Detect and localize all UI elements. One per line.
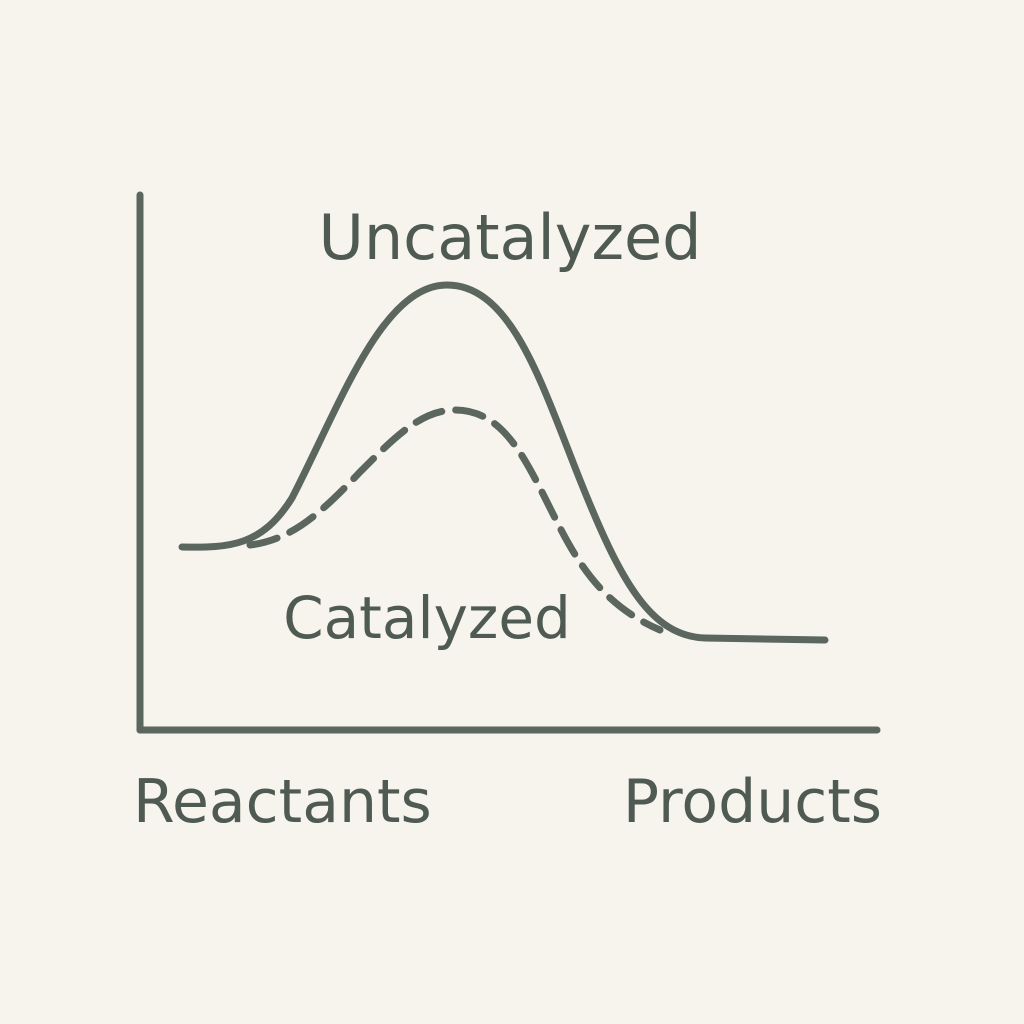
uncatalyzed-label: Uncatalyzed — [318, 201, 701, 274]
products-label: Products — [623, 767, 882, 837]
catalyzed-label: Catalyzed — [283, 584, 571, 652]
uncatalyzed-curve — [178, 281, 829, 644]
reactants-label: Reactants — [133, 767, 432, 837]
catalyzed-curve — [246, 406, 664, 634]
